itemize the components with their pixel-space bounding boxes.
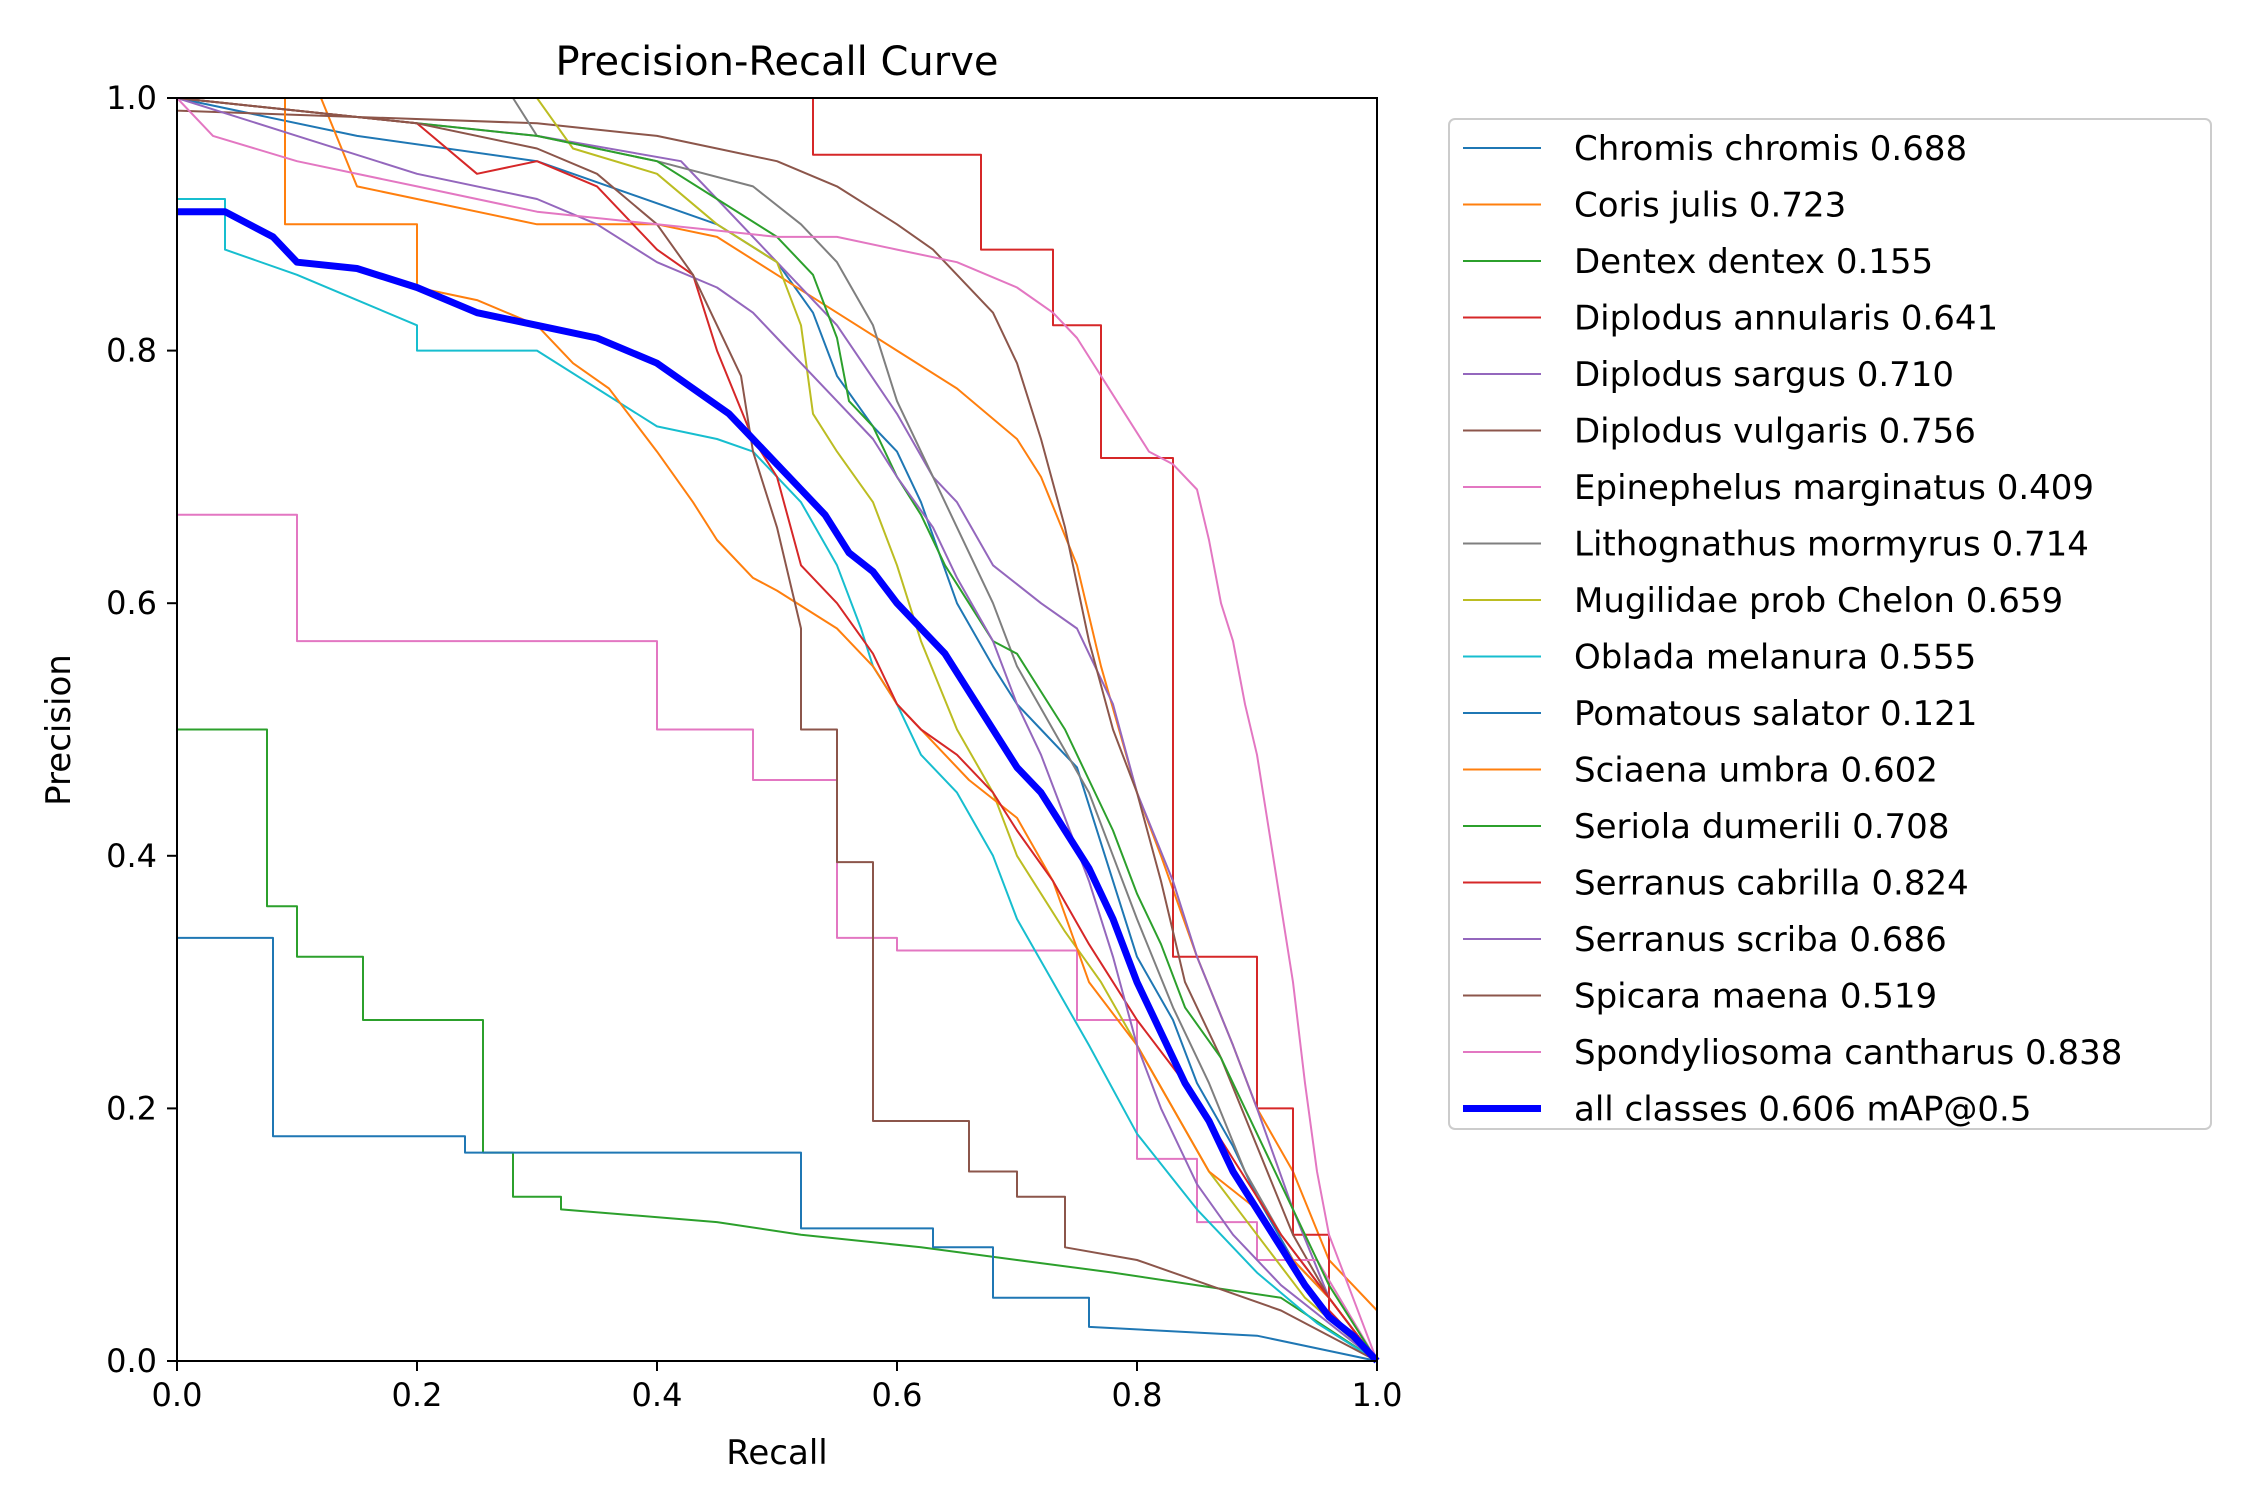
x-tick-label: 0.0 (152, 1376, 203, 1414)
series-line-17 (177, 208, 1380, 1364)
legend-label-0: Chromis chromis 0.688 (1574, 129, 1967, 169)
plot-frame (176, 97, 1378, 1362)
legend-label-10: Pomatous salator 0.121 (1574, 694, 1977, 734)
legend-label-11: Sciaena umbra 0.602 (1574, 751, 1938, 791)
legend-label-14: Serranus scriba 0.686 (1574, 920, 1947, 960)
y-axis-ticks: 0.0 0.2 0.4 0.6 0.8 1.0 (106, 79, 177, 1380)
series-line-1 (177, 97, 1378, 1312)
y-tick-label: 0.8 (106, 332, 157, 370)
x-tick-label: 0.8 (1112, 1376, 1163, 1414)
series-line-6 (177, 513, 1378, 1362)
y-tick-label: 1.0 (106, 79, 157, 117)
y-axis-label: Precision (39, 654, 79, 806)
legend-items: Chromis chromis 0.688 Coris julis 0.723 De… (1463, 129, 2122, 1130)
legend-label-2: Dentex dentex 0.155 (1574, 242, 1933, 282)
legend-label-4: Diplodus sargus 0.710 (1574, 355, 1954, 395)
legend-frame (1448, 118, 2212, 1130)
y-tick-label: 0.6 (106, 584, 157, 622)
x-tick-label: 1.0 (1352, 1376, 1403, 1414)
legend-label-13: Serranus cabrilla 0.824 (1574, 864, 1969, 904)
series-line-7 (177, 97, 1378, 1362)
x-axis-ticks: 0.0 0.2 0.4 0.6 0.8 1.0 (152, 1361, 1403, 1414)
series-line-2 (177, 728, 1378, 1362)
legend-label-9: Oblada melanura 0.555 (1574, 638, 1976, 678)
plot-area (176, 97, 1380, 1364)
x-tick-label: 0.4 (632, 1376, 683, 1414)
y-tick-label: 0.2 (106, 1089, 157, 1127)
legend: Chromis chromis 0.688 Coris julis 0.723 De… (1448, 118, 2212, 1130)
legend-label-7: Lithognathus mormyrus 0.714 (1574, 525, 2089, 565)
series-line-14 (176, 97, 1378, 1362)
x-tick-label: 0.2 (392, 1376, 443, 1414)
series-line-9 (177, 198, 1378, 1362)
legend-label-3: Diplodus annularis 0.641 (1574, 299, 1998, 339)
y-tick-label: 0.0 (106, 1342, 157, 1380)
y-tick-label: 0.4 (106, 837, 157, 875)
legend-label-8: Mugilidae prob Chelon 0.659 (1574, 581, 2063, 621)
legend-label-6: Epinephelus marginatus 0.409 (1574, 468, 2094, 508)
series-line-15 (176, 97, 1378, 1362)
legend-label-1: Coris julis 0.723 (1574, 186, 1846, 226)
series-line-16 (176, 97, 1378, 1362)
legend-label-15: Spicara maena 0.519 (1574, 977, 1937, 1017)
series-line-4 (176, 97, 1378, 1362)
series-line-11 (177, 97, 1378, 1362)
legend-label-5: Diplodus vulgaris 0.756 (1574, 412, 1976, 452)
chart-title: Precision-Recall Curve (556, 39, 999, 85)
legend-label-16: Spondyliosoma cantharus 0.838 (1574, 1033, 2122, 1073)
series-line-3 (177, 97, 1378, 1362)
series-line-10 (177, 936, 1378, 1362)
x-tick-label: 0.6 (872, 1376, 923, 1414)
x-axis-label: Recall (726, 1433, 827, 1473)
legend-label-17: all classes 0.606 mAP@0.5 (1574, 1090, 2031, 1130)
legend-label-12: Seriola dumerili 0.708 (1574, 807, 1949, 847)
